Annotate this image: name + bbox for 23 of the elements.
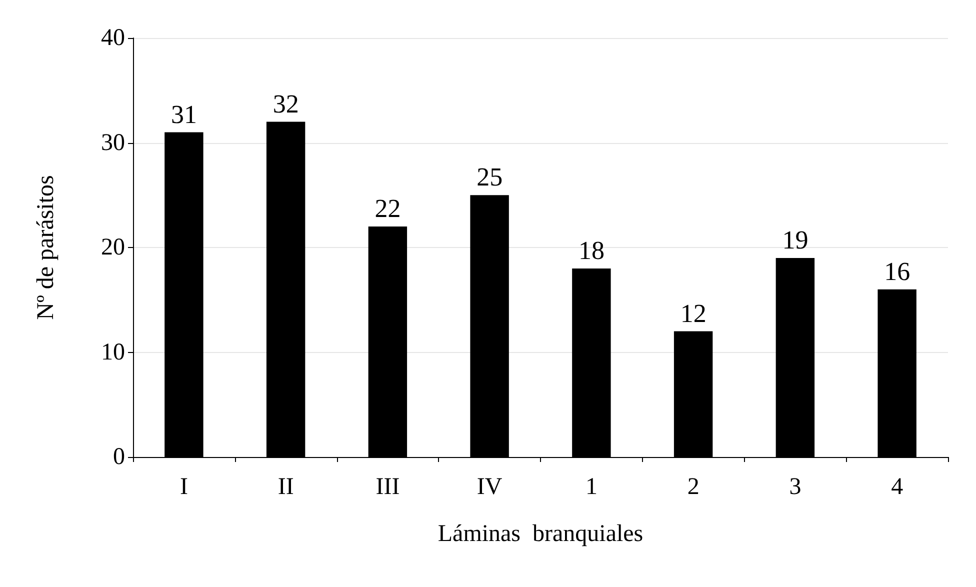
- y-tick-label: 30: [101, 130, 125, 156]
- x-tick-label: 3: [789, 474, 802, 500]
- x-tick-label: II: [278, 474, 294, 500]
- data-label: 16: [884, 256, 910, 286]
- data-label: 32: [272, 89, 299, 118]
- x-tick-label: 2: [687, 474, 700, 500]
- x-tick-label: 1: [585, 474, 598, 500]
- y-tick-label: 0: [113, 444, 125, 470]
- data-label: 31: [170, 100, 197, 129]
- x-tick-label: I: [180, 474, 188, 500]
- y-axis-title: Nº de parásitos: [33, 175, 59, 320]
- x-tick-label: IV: [476, 474, 503, 500]
- data-label: 22: [374, 194, 401, 224]
- data-label: 18: [578, 236, 604, 265]
- y-tick-label: 10: [101, 339, 125, 366]
- x-tick-label: III: [376, 474, 400, 500]
- data-label: 19: [782, 225, 808, 254]
- data-label: 25: [476, 162, 503, 192]
- data-label: 12: [680, 298, 706, 328]
- y-tick-label: 20: [101, 234, 125, 260]
- y-tick-label: 40: [101, 25, 125, 51]
- x-tick-label: 4: [891, 474, 904, 500]
- x-axis-title: Láminas branquiales: [438, 521, 644, 547]
